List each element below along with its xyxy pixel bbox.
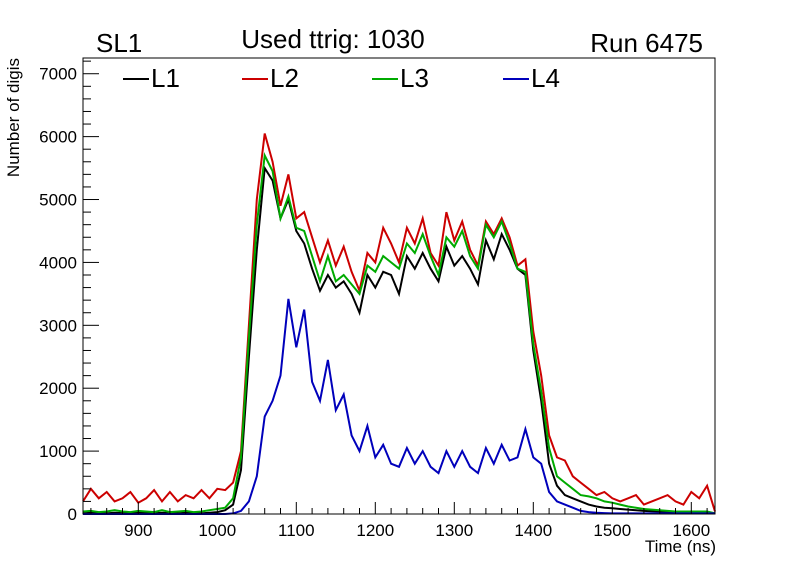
legend: L1 L2 L3 L4 [123,63,560,93]
y-tick-label: 2000 [39,379,77,398]
legend-item-l3: L3 [372,63,429,93]
series-line-l3 [82,152,716,515]
x-tick-label: 1200 [356,521,394,540]
legend-item-l2: L2 [242,63,299,93]
header-right-label: Run 6475 [590,28,703,58]
legend-label: L2 [270,63,299,93]
y-tick-label: 3000 [39,316,77,335]
x-tick-label: 1600 [672,521,710,540]
legend-item-l4: L4 [503,63,560,93]
series-line-l2 [82,133,716,512]
axis-ticks: 900 1000 1100 1200 1300 1400 1500 1600 0 1000 2000… [39,60,710,540]
y-tick-label: 7000 [39,65,77,84]
x-tick-label: 1300 [435,521,473,540]
x-tick-label: 1000 [198,521,236,540]
x-tick-label: 1500 [593,521,631,540]
header-left-label: SL1 [96,28,142,58]
y-axis-label: Number of digis [4,58,23,177]
y-tick-label: 0 [68,505,77,524]
x-axis-label: Time (ns) [645,537,716,556]
x-tick-label: 1100 [278,521,315,540]
y-tick-label: 6000 [39,128,77,147]
series-line-l1 [82,165,716,515]
legend-label: L4 [531,63,560,93]
y-tick-label: 5000 [39,191,77,210]
plot-frame [82,57,716,515]
legend-item-l1: L1 [123,63,180,93]
y-tick-label: 4000 [39,253,77,272]
legend-label: L3 [400,63,429,93]
y-tick-label: 1000 [39,442,77,461]
chart-title: Used ttrig: 1030 [241,24,425,54]
x-tick-label: 900 [124,521,152,540]
legend-label: L1 [151,63,180,93]
x-tick-label: 1400 [514,521,552,540]
